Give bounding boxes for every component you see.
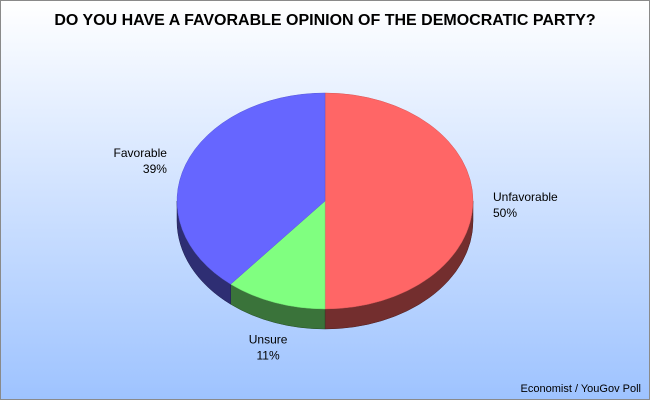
slice-value-unfavorable: 50% — [493, 206, 517, 220]
slice-unfavorable — [324, 92, 474, 310]
slice-label-unfavorable: Unfavorable — [493, 190, 558, 204]
chart-source: Economist / YouGov Poll — [521, 383, 641, 395]
slice-label-favorable: Favorable — [114, 146, 168, 160]
slice-unsure — [230, 200, 326, 310]
pie-top — [176, 92, 474, 310]
pie-labels: Unfavorable 50% Unsure 11% Favorable 39% — [114, 146, 558, 362]
chart-title: DO YOU HAVE A FAVORABLE OPINION OF THE D… — [54, 12, 595, 29]
slice-favorable — [176, 92, 326, 285]
slice-value-favorable: 39% — [143, 162, 167, 176]
slice-value-unsure: 11% — [257, 348, 280, 362]
slice-label-unsure: Unsure — [249, 332, 288, 346]
